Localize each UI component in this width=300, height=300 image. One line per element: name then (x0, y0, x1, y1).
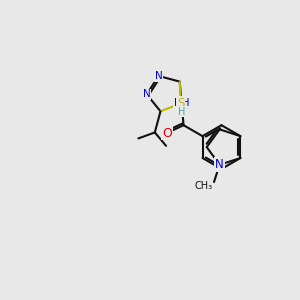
Text: N: N (143, 89, 151, 99)
Text: S: S (177, 97, 184, 110)
Text: O: O (162, 127, 172, 140)
Text: N: N (155, 71, 163, 81)
Text: CH₃: CH₃ (194, 181, 213, 191)
Text: H: H (178, 106, 185, 117)
Text: N: N (215, 158, 224, 171)
Text: NH: NH (174, 98, 189, 108)
